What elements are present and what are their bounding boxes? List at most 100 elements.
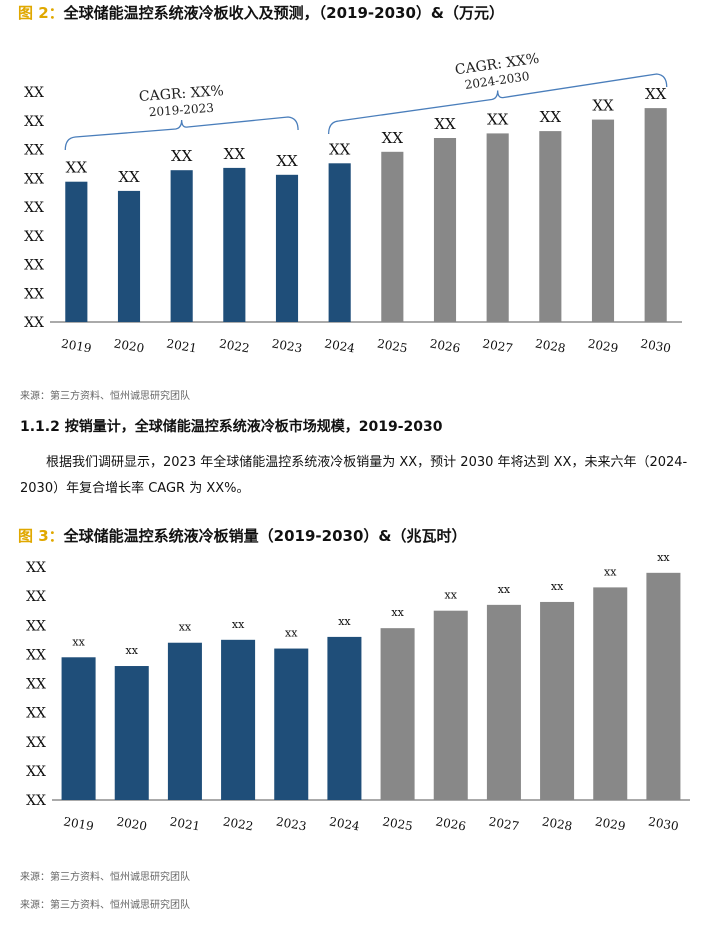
data-label-2019: xx [72,635,85,648]
data-label-2020: xx [126,644,139,657]
y-tick-label: XX [26,764,46,780]
bar-2028 [539,131,562,322]
y-tick-label: XX [24,85,44,101]
bar-2027 [486,604,521,800]
data-label-2027: xx [498,583,511,596]
data-label-2020: XX [118,168,140,186]
x-tick-label-2019: 2019 [60,336,93,355]
y-tick-label: XX [26,677,46,693]
figure3-title-text: 全球储能温控系统液冷板销量（2019-2030）&（兆瓦时） [63,527,467,545]
section-paragraph: 根据我们调研显示，2023 年全球储能温控系统液冷板销量为 XX，预计 2030… [20,455,688,496]
y-tick-label: XX [26,647,46,663]
x-tick-label-2024: 2024 [323,336,356,355]
y-tick-label: XX [24,229,44,245]
x-tick-label-2020: 2020 [115,814,148,833]
y-tick-label: XX [24,200,44,216]
data-label-2028: XX [540,108,562,126]
bar-2024 [328,163,351,322]
bar-2021 [167,642,202,800]
y-tick-label: XX [26,560,46,576]
bar-2029 [591,119,615,322]
bar-2025 [380,628,415,800]
bar-2021 [170,170,193,322]
bar-2019 [61,657,96,800]
y-tick-label: XX [26,793,46,809]
volume-bar-chart: XX XX XX XX XX XX XX XX XX xx 2019 xx 2020 xx 2021 xx 20… [26,555,690,834]
y-tick-label: XX [24,143,44,159]
x-tick-label-2022: 2022 [218,336,251,355]
data-label-2029: xx [604,565,617,578]
figure2-title: 图 2：全球储能温控系统液冷板收入及预测，（2019-2030）&（万元） [18,2,504,23]
y-tick-label: XX [24,315,44,331]
cagr-label-1: CAGR: XX% [138,83,224,105]
bar-2020 [117,190,141,322]
x-tick-label-2025: 2025 [381,814,414,833]
x-tick-label-2024: 2024 [328,814,361,833]
data-label-2019: XX [66,159,88,177]
bar-2022 [223,167,246,322]
data-label-2024: xx [338,615,351,628]
x-tick-label-2028: 2028 [541,814,574,833]
data-label-2030: xx [657,555,670,564]
data-label-2021: XX [171,147,193,165]
data-label-2028: xx [551,580,564,593]
figure3-source: 来源：第三方资料、恒州诚思研究团队 [20,872,190,883]
data-label-2021: xx [179,621,192,634]
bar-2027 [486,133,509,322]
bar-2030 [644,108,667,322]
data-label-2029: XX [592,97,614,115]
y-tick-label: XX [26,735,46,751]
x-tick-label-2028: 2028 [534,336,567,355]
revenue-bar-chart: XX XX XX XX XX XX XX XX XX XX 2019 XX 2020 XX 2021 XX 20… [24,51,682,356]
figure2-title-text: 全球储能温控系统液冷板收入及预测，（2019-2030）&（万元） [63,4,504,22]
bar-2025 [381,151,404,322]
bar-2019 [65,181,88,322]
bar-2029 [593,587,628,800]
bar-2022 [221,639,256,800]
y-tick-label: XX [24,286,44,302]
cagr-bracket-2 [327,73,668,135]
y-tick-label: XX [24,258,44,274]
x-tick-label-2029: 2029 [587,336,620,355]
data-label-2027: XX [487,110,509,128]
footer-source: 来源：第三方资料、恒州诚思研究团队 [20,900,190,911]
data-label-2023: XX [276,152,298,170]
y-tick-label: XX [26,706,46,722]
figure2-source: 来源：第三方资料、恒州诚思研究团队 [20,391,190,402]
x-tick-label-2021: 2021 [165,336,198,355]
bar-2020 [114,666,149,800]
data-label-2023: xx [285,627,298,640]
data-label-2025: XX [382,129,404,147]
cagr-bracket-1 [64,116,299,151]
x-tick-label-2026: 2026 [434,814,467,833]
y-tick-label: XX [24,114,44,130]
data-label-2022: XX [224,145,246,163]
data-label-2025: xx [391,606,404,619]
x-tick-label-2027: 2027 [481,336,514,355]
x-tick-label-2023: 2023 [275,814,308,833]
data-label-2026: XX [434,115,456,133]
figure3-title: 图 3：全球储能温控系统液冷板销量（2019-2030）&（兆瓦时） [18,525,466,546]
y-tick-label: XX [26,589,46,605]
bar-2024 [327,636,362,800]
x-tick-label-2023: 2023 [271,336,304,355]
x-tick-label-2026: 2026 [429,336,462,355]
x-tick-label-2027: 2027 [488,814,521,833]
bar-2023 [274,648,309,800]
data-label-2024: XX [329,140,351,158]
x-tick-label-2025: 2025 [376,336,409,355]
x-tick-label-2021: 2021 [169,814,202,833]
x-tick-label-2019: 2019 [62,814,95,833]
bar-2023 [275,174,299,322]
x-tick-label-2020: 2020 [113,336,146,355]
figure2-label: 图 2： [18,4,64,22]
bar-2030 [646,572,681,800]
bar-2026 [433,138,457,322]
data-label-2030: XX [645,85,667,103]
data-label-2026: xx [445,589,458,602]
x-tick-label-2029: 2029 [594,814,627,833]
bar-2028 [540,601,575,800]
y-tick-label: XX [26,618,46,634]
bar-2026 [433,610,468,800]
x-tick-label-2030: 2030 [647,814,680,833]
